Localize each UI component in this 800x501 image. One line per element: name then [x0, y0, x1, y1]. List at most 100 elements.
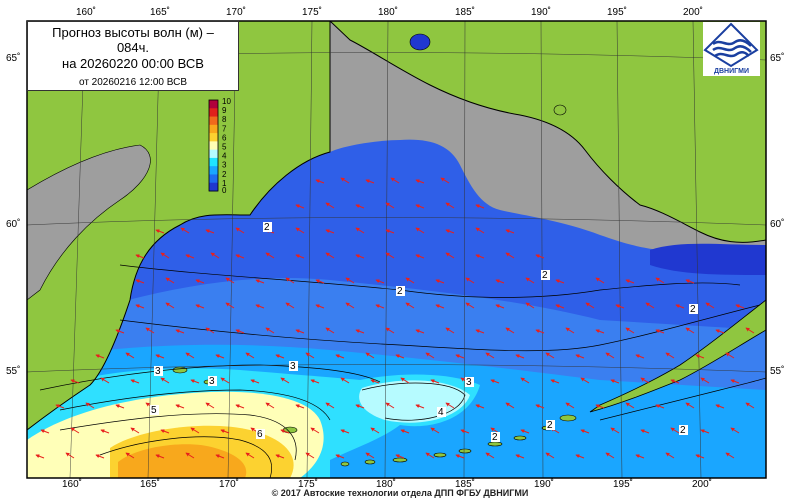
- forecast-title-box: Прогноз высоты волн (м) – 084ч. на 20260…: [27, 21, 239, 91]
- bottom-lon-label: 190˚: [534, 479, 555, 490]
- top-lon-label: 175˚: [302, 7, 323, 18]
- wave-arrow: [415, 227, 425, 234]
- wave-arrow: [455, 454, 465, 459]
- wave-arrow: [100, 377, 110, 384]
- wave-arrow: [355, 254, 365, 259]
- wave-arrow: [475, 204, 485, 209]
- wave-arrow: [340, 177, 350, 184]
- dvnigmi-logo: ДВНИГМИ: [703, 22, 760, 76]
- wave-arrow: [265, 402, 275, 409]
- wave-arrow: [645, 302, 655, 309]
- wave-arrow: [95, 454, 105, 459]
- wave-arrow: [235, 329, 245, 334]
- wave-arrow: [370, 379, 380, 384]
- wave-arrow: [635, 454, 645, 459]
- right-lat-label: 60˚: [770, 219, 785, 230]
- wave-arrow: [445, 202, 455, 209]
- wave-arrow: [295, 404, 305, 409]
- wave-arrow: [595, 277, 605, 284]
- wave-arrow: [175, 329, 185, 334]
- wave-arrow: [475, 227, 485, 234]
- wave-arrow: [235, 227, 245, 234]
- wave-arrow: [355, 204, 365, 209]
- land-west: [27, 21, 331, 431]
- contour-label: 5: [151, 405, 157, 416]
- wave-arrow: [65, 452, 75, 459]
- wave-arrow: [255, 304, 265, 309]
- wave-arrow: [375, 304, 385, 309]
- wave-arrow: [425, 452, 435, 459]
- wave-arrow: [315, 279, 325, 284]
- wave-arrow: [475, 404, 485, 409]
- wave-arrow: [55, 404, 65, 409]
- contour-label: 3: [466, 377, 472, 388]
- top-lon-label: 160˚: [76, 7, 97, 18]
- wave-arrow: [655, 404, 665, 409]
- wave-arrow: [515, 454, 525, 459]
- wave-arrow: [255, 279, 265, 284]
- wave-arrow: [345, 277, 355, 284]
- wave-arrow: [385, 252, 395, 259]
- wave-arrow: [440, 177, 450, 184]
- contour-label: 2: [547, 420, 553, 431]
- wave-arrow: [335, 454, 345, 459]
- wave-arrow: [615, 304, 625, 309]
- wave-arrow: [580, 377, 590, 384]
- contour-label: 2: [690, 304, 696, 315]
- wave-arrow: [70, 427, 80, 434]
- wave-arrow: [325, 202, 335, 209]
- colorbar-label: 1: [222, 179, 227, 188]
- wave-arrow: [115, 404, 125, 409]
- wave-arrow: [185, 254, 195, 259]
- wave-arrow: [100, 429, 110, 434]
- wave-arrow: [295, 204, 305, 209]
- wave-direction-arrows: [35, 177, 755, 459]
- wave-arrow: [655, 277, 665, 284]
- wave-arrow: [215, 354, 225, 359]
- wave-arrow: [695, 454, 705, 459]
- wave-arrow: [595, 404, 605, 409]
- wave-arrow: [35, 454, 45, 459]
- wave-arrow: [400, 429, 410, 434]
- colorbar-swatch: [209, 182, 218, 192]
- wave-arrow: [695, 354, 705, 359]
- wave-arrow: [205, 402, 215, 409]
- bottom-lon-label: 185˚: [455, 479, 476, 490]
- wave-arrow: [385, 402, 395, 409]
- contour-label: 2: [492, 432, 498, 443]
- bottom-lon-label: 180˚: [376, 479, 397, 490]
- contour-lines: [39, 264, 766, 478]
- wave-arrow: [225, 277, 235, 284]
- wave-arrow: [135, 279, 145, 284]
- bottom-lon-label: 175˚: [298, 479, 319, 490]
- wave-arrow: [435, 279, 445, 284]
- logo-text: ДВНИГМИ: [714, 68, 749, 75]
- wave-arrow: [445, 229, 455, 234]
- wave-arrow: [535, 254, 545, 259]
- wave-arrow: [715, 329, 725, 334]
- bottom-lon-label: 200˚: [692, 479, 713, 490]
- top-lon-label: 195˚: [607, 7, 628, 18]
- wave-arrow: [335, 354, 345, 359]
- wave-arrow: [325, 327, 335, 334]
- wave-arrow: [70, 379, 80, 384]
- wave-arrow: [545, 352, 555, 359]
- wave-arrow: [285, 277, 295, 284]
- wave-arrow: [580, 429, 590, 434]
- wave-arrow: [135, 304, 145, 309]
- wave-arrow: [160, 377, 170, 384]
- wave-arrow: [735, 304, 745, 309]
- wave-arrow: [310, 379, 320, 384]
- wave-arrow: [145, 327, 155, 334]
- copyright-notice: © 2017 Автоские технологии отдела ДПП ФГ…: [271, 488, 529, 498]
- wave-arrow: [515, 354, 525, 359]
- wave-arrow: [685, 327, 695, 334]
- wave-arrow: [185, 352, 195, 359]
- wave-arrow: [130, 427, 140, 434]
- wave-arrow: [655, 329, 665, 334]
- title-line-3: на 20260220 00:00 ВСВ: [62, 56, 204, 71]
- wave-arrow: [705, 302, 715, 309]
- wave-arrow: [685, 279, 695, 284]
- wave-arrow: [535, 329, 545, 334]
